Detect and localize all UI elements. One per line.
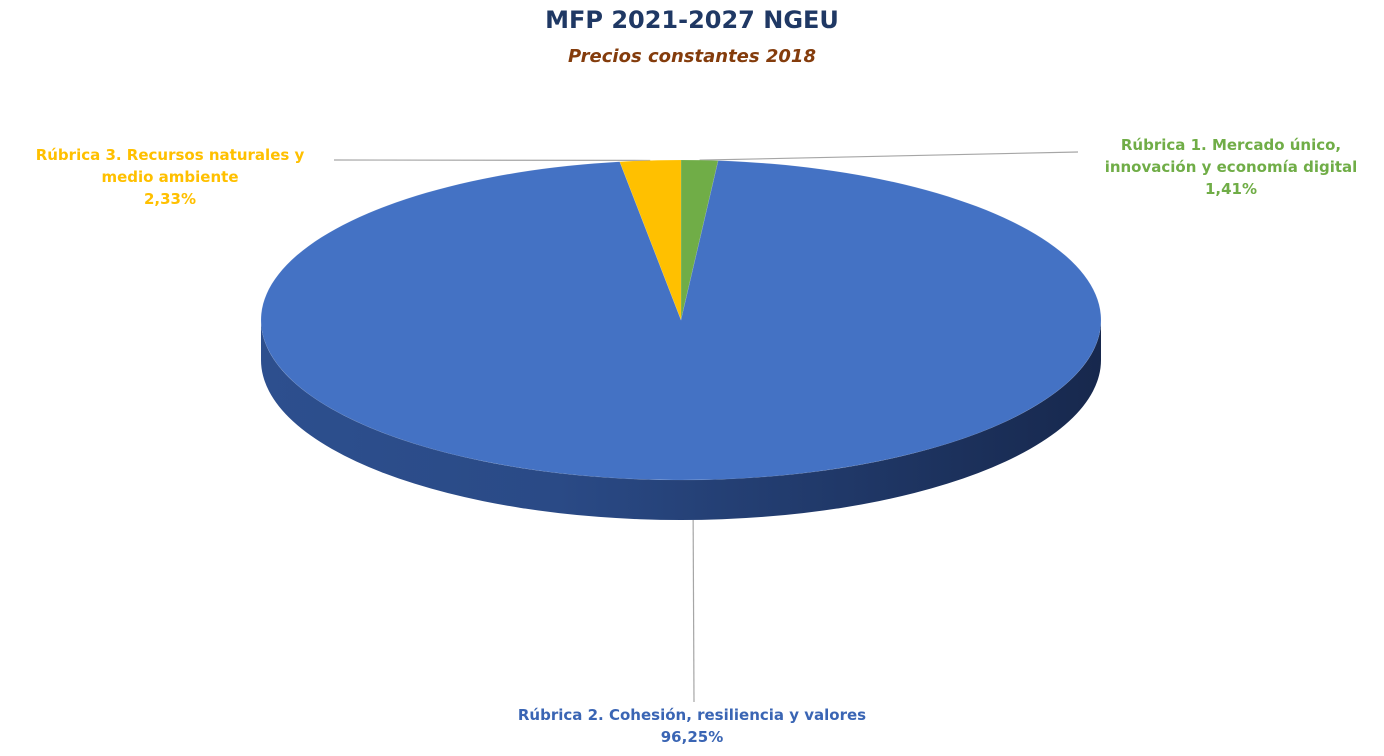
leader-line-rubrica-1-mercado-unico [699, 151, 1079, 161]
slice-label-line: Rúbrica 1. Mercado único, [1120, 136, 1342, 154]
slice-label-line: innovación y economía digital [1104, 158, 1358, 176]
slice-label-line: medio ambiente [101, 168, 239, 186]
chart-subtitle: Precios constantes 2018 [568, 46, 816, 67]
slice-label-rubrica-2: Rúbrica 2. Cohesión, resiliencia y valor… [420, 704, 964, 748]
slice-value-label: 1,41% [1204, 180, 1258, 198]
slice-label-line: Rúbrica 2. Cohesión, resiliencia y valor… [517, 706, 867, 724]
slice-label-line: Rúbrica 3. Recursos naturales y [35, 146, 305, 164]
pie-slice-rubrica-2-cohesion-resiliencia-y-valores [260, 160, 1102, 481]
pie-slice-rubrica-1-mercado-unico [680, 159, 719, 321]
leader-line-rubrica-2-cohesion-resiliencia-y-valores [692, 519, 695, 703]
slice-label-rubrica-3: Rúbrica 3. Recursos naturales y medio am… [0, 144, 340, 210]
pie-slice-rubrica-3-recursos-naturales-y [619, 159, 682, 321]
slice-value-label: 2,33% [143, 190, 197, 208]
chart-title: MFP 2021-2027 NGEU [545, 6, 839, 34]
pie-side-wall [261, 320, 1101, 520]
slice-label-rubrica-1: Rúbrica 1. Mercado único, innovación y e… [1078, 134, 1384, 200]
slice-value-label: 96,25% [660, 728, 724, 746]
